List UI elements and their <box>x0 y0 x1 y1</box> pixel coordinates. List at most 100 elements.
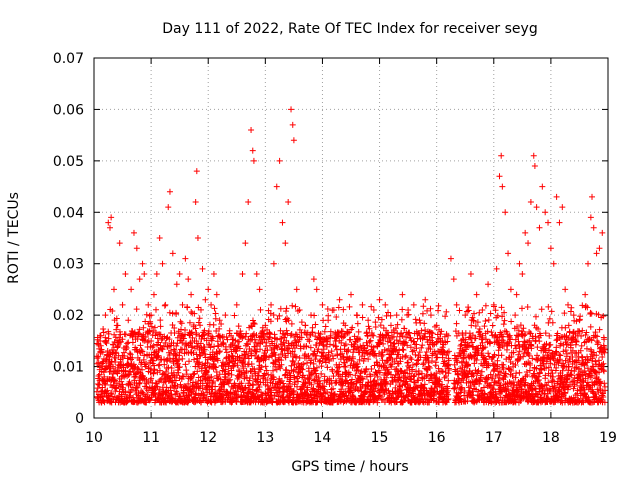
data-point <box>181 346 188 353</box>
data-point <box>134 365 141 372</box>
data-point <box>405 307 412 313</box>
data-point <box>113 326 120 333</box>
data-point <box>135 330 142 337</box>
data-point <box>419 310 426 317</box>
data-point <box>443 331 450 338</box>
data-point <box>276 157 283 164</box>
data-point <box>248 127 255 133</box>
data-point <box>276 312 283 319</box>
data-point <box>335 329 342 336</box>
data-point <box>94 340 101 347</box>
data-point <box>502 370 509 377</box>
data-point <box>156 235 163 241</box>
data-point <box>562 324 569 331</box>
data-point <box>289 348 296 355</box>
data-point <box>270 374 277 381</box>
data-point <box>290 137 297 144</box>
data-point <box>166 336 173 343</box>
data-point <box>278 335 285 342</box>
data-point <box>513 345 520 352</box>
data-point <box>282 354 289 361</box>
data-point <box>158 375 165 382</box>
data-point <box>439 381 446 388</box>
data-point <box>243 330 250 337</box>
data-point <box>336 296 343 303</box>
data-point <box>496 173 503 180</box>
data-point <box>377 337 384 344</box>
data-point <box>329 307 336 314</box>
data-point <box>294 307 301 314</box>
data-point <box>456 307 463 314</box>
data-point <box>563 334 570 341</box>
data-point <box>162 368 169 375</box>
data-point <box>454 359 461 366</box>
data-point <box>392 325 399 332</box>
data-point <box>539 183 546 190</box>
data-point <box>296 355 303 362</box>
data-point <box>355 366 362 373</box>
x-tick-label: 10 <box>85 430 103 446</box>
data-point <box>399 306 406 313</box>
data-point <box>321 328 328 335</box>
data-point <box>256 286 263 293</box>
data-point <box>276 384 283 391</box>
data-point <box>257 366 264 373</box>
data-point <box>99 349 106 356</box>
x-tick-label: 11 <box>142 430 160 446</box>
data-point <box>360 358 367 365</box>
data-point <box>535 326 542 333</box>
data-point <box>531 163 538 169</box>
data-point <box>520 393 527 400</box>
data-point <box>418 344 425 351</box>
data-point <box>584 365 591 372</box>
data-points <box>93 106 609 406</box>
data-point <box>410 378 417 385</box>
data-point <box>180 335 187 342</box>
data-point <box>490 303 497 310</box>
data-point <box>501 309 508 316</box>
data-point <box>110 286 117 293</box>
data-point <box>228 371 235 378</box>
data-point <box>571 368 578 375</box>
data-point <box>593 250 600 257</box>
data-point <box>564 341 571 348</box>
data-point <box>146 397 153 404</box>
data-point <box>339 350 346 357</box>
data-point <box>410 373 417 380</box>
data-point <box>420 361 427 368</box>
data-point <box>581 368 588 375</box>
data-point <box>469 394 476 401</box>
data-point <box>212 310 219 317</box>
data-point <box>482 317 489 324</box>
data-point <box>133 306 140 313</box>
data-point <box>188 309 195 316</box>
data-point <box>385 332 392 339</box>
data-point <box>311 312 318 319</box>
data-point <box>524 349 531 356</box>
data-point <box>261 370 268 377</box>
x-tick-label: 12 <box>199 430 217 446</box>
data-point <box>476 325 483 332</box>
data-point <box>294 383 301 390</box>
data-point <box>122 343 129 350</box>
data-point <box>108 389 115 396</box>
data-point <box>423 373 430 380</box>
data-point <box>577 347 584 354</box>
data-point <box>601 336 608 343</box>
data-point <box>520 325 527 332</box>
data-point <box>262 363 269 370</box>
data-point <box>197 322 204 329</box>
data-point <box>407 344 414 351</box>
data-point <box>319 301 326 308</box>
data-point <box>424 307 431 314</box>
data-point <box>437 331 444 338</box>
data-point <box>265 371 272 378</box>
data-point <box>494 357 501 364</box>
data-point <box>542 330 549 337</box>
data-point <box>129 339 136 346</box>
data-point <box>368 303 375 310</box>
data-point <box>374 399 381 406</box>
data-point <box>443 308 450 315</box>
data-point <box>239 271 246 277</box>
data-point <box>102 312 109 319</box>
